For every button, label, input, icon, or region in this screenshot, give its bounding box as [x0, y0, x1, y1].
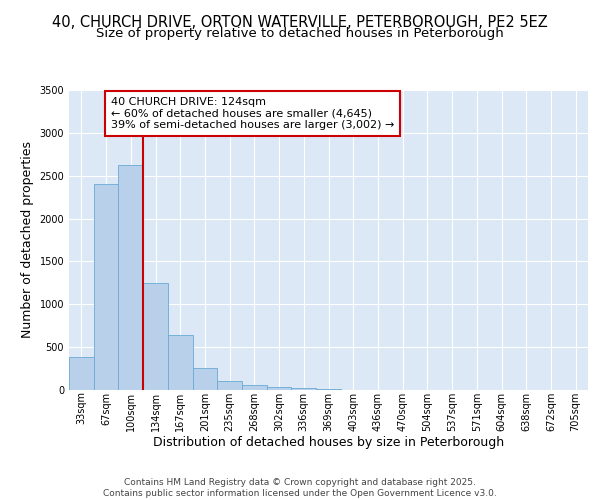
Bar	[292, 388, 316, 390]
Text: Size of property relative to detached houses in Peterborough: Size of property relative to detached ho…	[96, 28, 504, 40]
Y-axis label: Number of detached properties: Number of detached properties	[21, 142, 34, 338]
Text: Contains HM Land Registry data © Crown copyright and database right 2025.
Contai: Contains HM Land Registry data © Crown c…	[103, 478, 497, 498]
Bar	[94, 184, 118, 390]
Bar	[316, 389, 341, 390]
X-axis label: Distribution of detached houses by size in Peterborough: Distribution of detached houses by size …	[153, 436, 504, 450]
Bar	[143, 283, 168, 390]
Text: 40 CHURCH DRIVE: 124sqm
← 60% of detached houses are smaller (4,645)
39% of semi: 40 CHURCH DRIVE: 124sqm ← 60% of detache…	[111, 97, 394, 130]
Bar	[193, 368, 217, 390]
Text: 40, CHURCH DRIVE, ORTON WATERVILLE, PETERBOROUGH, PE2 5EZ: 40, CHURCH DRIVE, ORTON WATERVILLE, PETE…	[52, 15, 548, 30]
Bar	[168, 335, 193, 390]
Bar	[242, 386, 267, 390]
Bar	[267, 386, 292, 390]
Bar	[69, 358, 94, 390]
Bar	[118, 166, 143, 390]
Bar	[217, 380, 242, 390]
